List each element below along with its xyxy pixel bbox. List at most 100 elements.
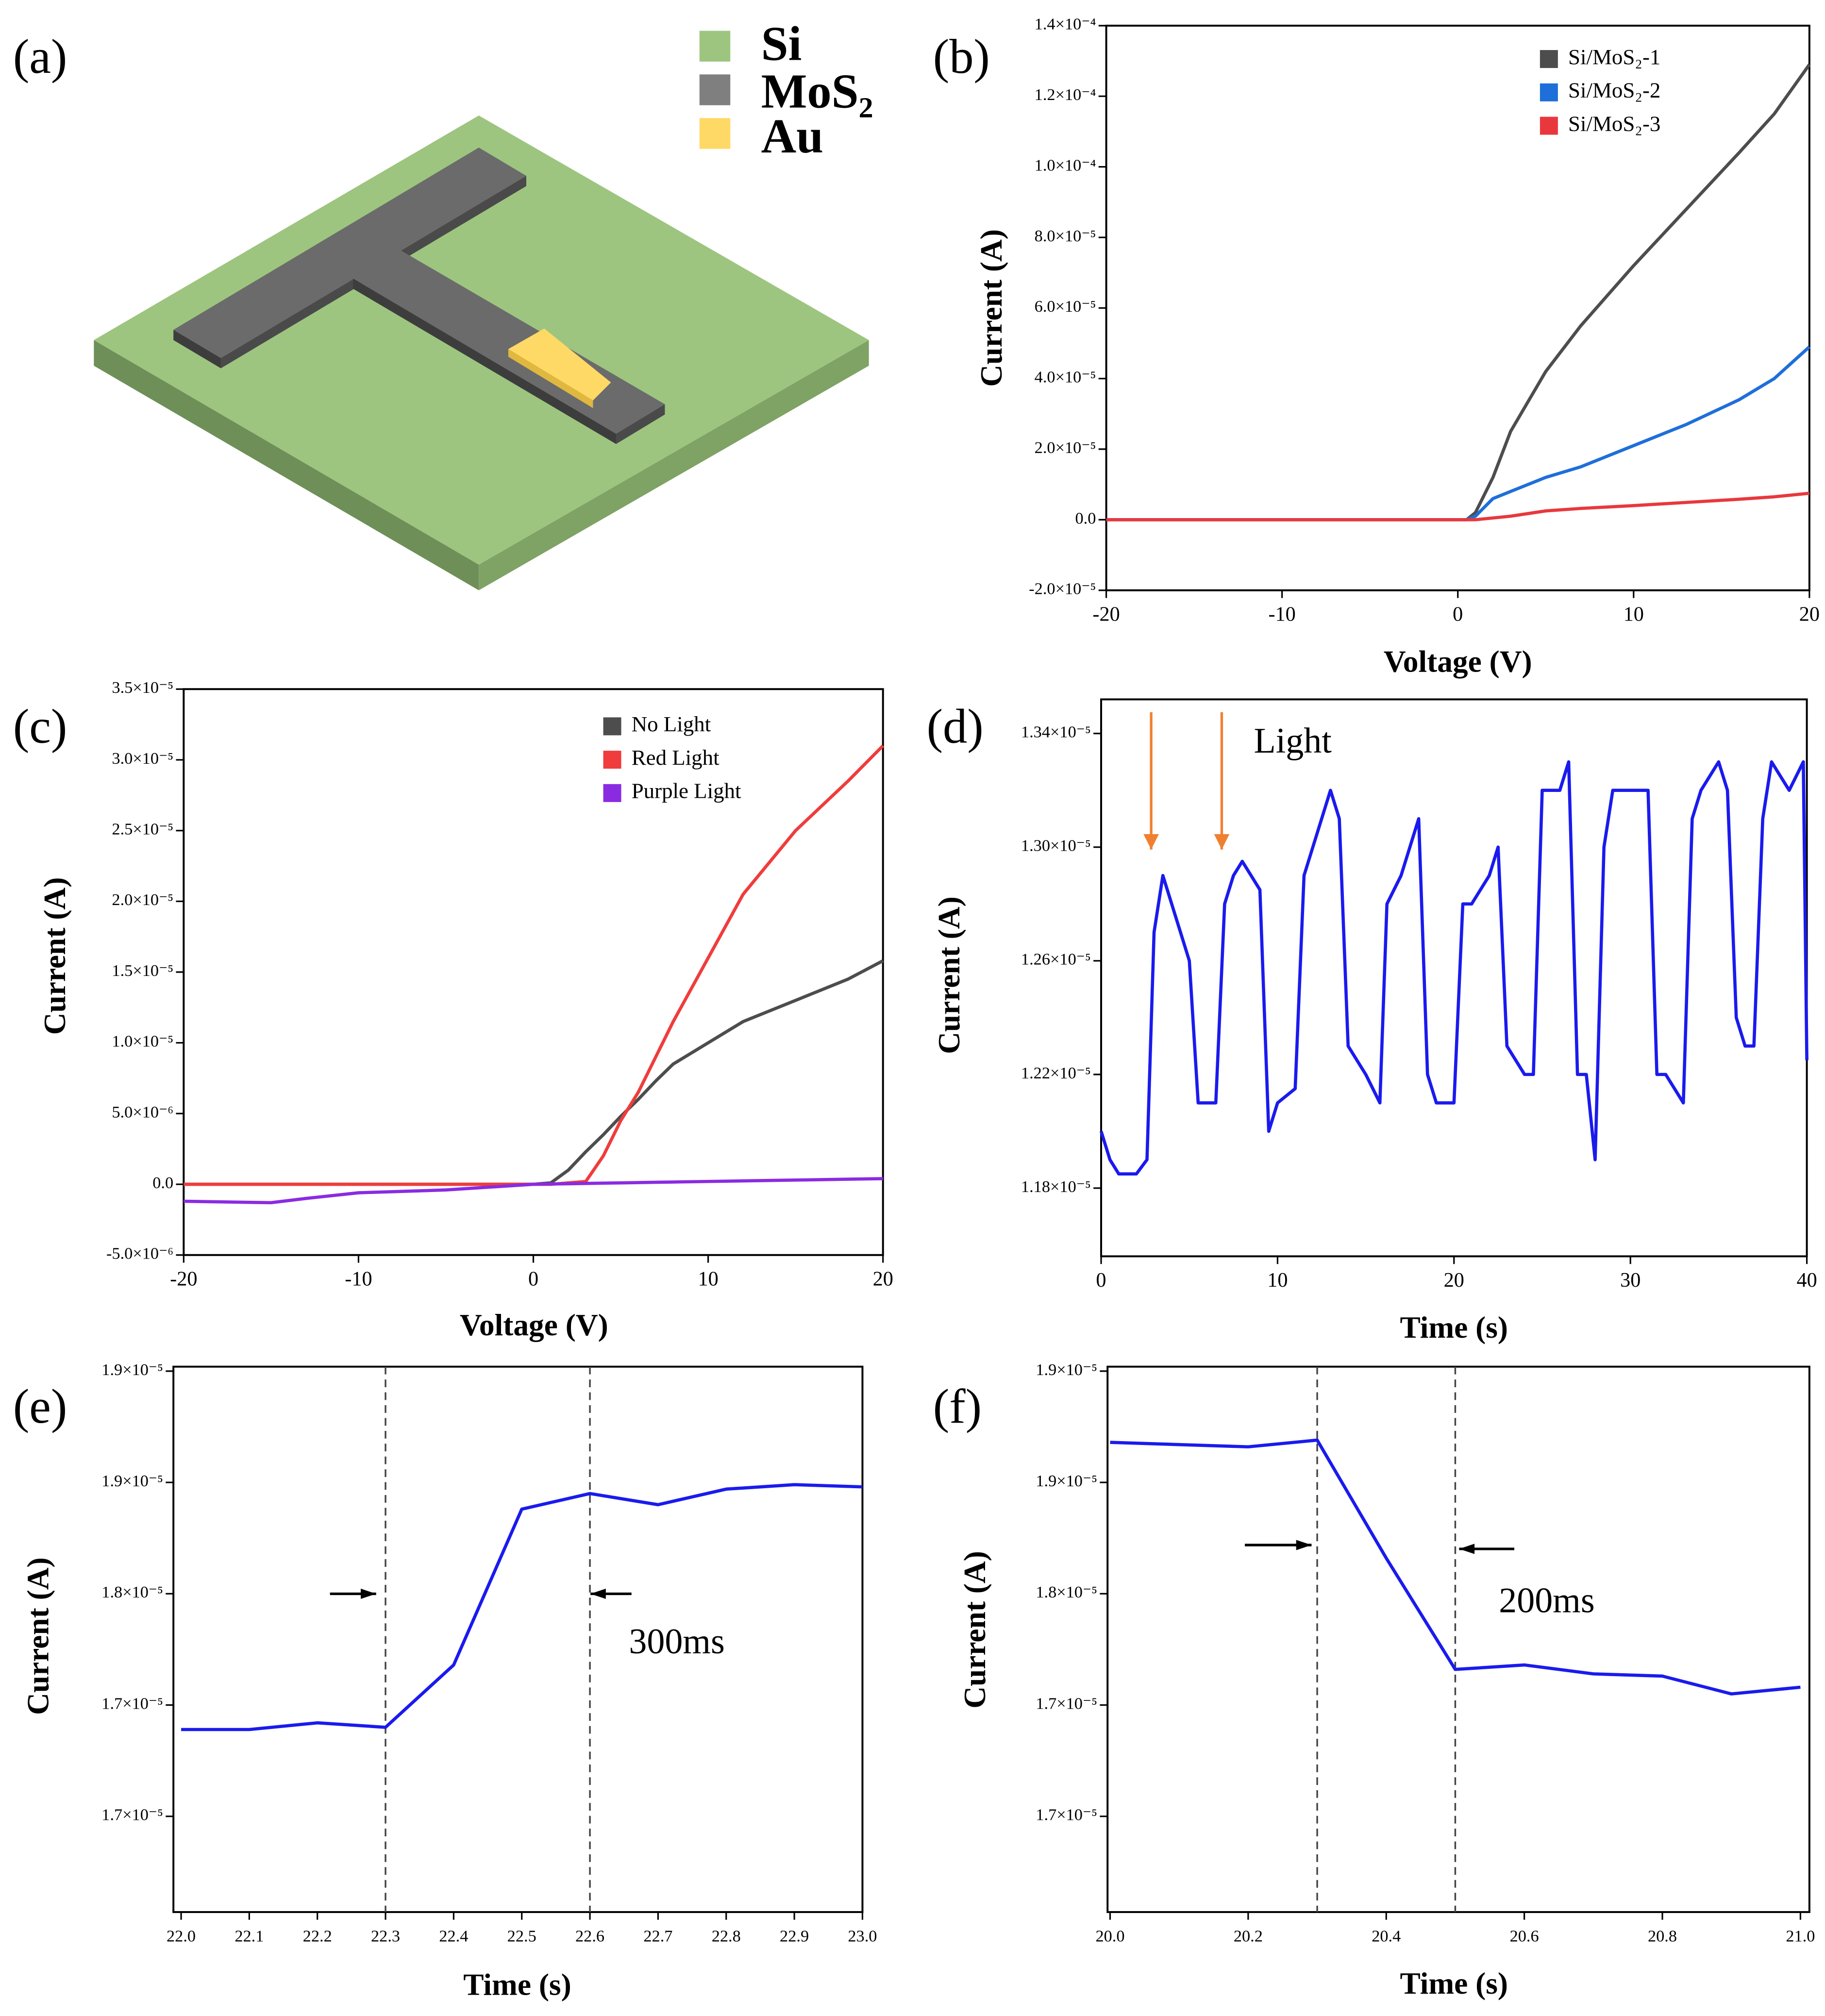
au-side <box>508 349 593 408</box>
y-tick-label: 1.9×10⁻⁵ <box>1036 1361 1097 1379</box>
y-tick-label: 1.34×10⁻⁵ <box>1021 722 1091 741</box>
legend-swatch <box>699 31 731 62</box>
plot-frame <box>183 688 884 1256</box>
annotation: Light <box>1254 721 1332 761</box>
legend-swatch <box>1540 83 1558 101</box>
y-tick-label: 1.9×10⁻⁵ <box>101 1472 163 1490</box>
legend-label: Si/MoS₂-3 <box>1568 111 1660 135</box>
y-tick-label: 1.0×10⁻⁵ <box>112 1032 173 1051</box>
x-tick-label: 20 <box>1799 603 1820 625</box>
plot-frame <box>1106 1365 1810 1913</box>
legend-swatch <box>603 717 621 736</box>
annotation: 200ms <box>1499 1581 1594 1621</box>
legend-swatch <box>1540 117 1558 135</box>
x-tick-label: 22.4 <box>439 1927 468 1946</box>
x-tick-label: -20 <box>170 1267 197 1290</box>
y-tick-label: 1.26×10⁻⁵ <box>1021 950 1091 969</box>
y-tick-label: 2.0×10⁻⁵ <box>112 890 173 909</box>
mos2-bar <box>173 147 526 358</box>
y-tick-label: 0.0 <box>1075 509 1096 527</box>
annotation: 300ms <box>629 1622 724 1662</box>
plot-frame <box>172 1365 864 1913</box>
data-line <box>184 1177 883 1205</box>
x-tick-label: 23.0 <box>848 1927 877 1946</box>
legend-label: No Light <box>632 712 711 736</box>
y-tick-label: 3.0×10⁻⁵ <box>112 749 173 768</box>
legend-swatch <box>603 751 621 769</box>
x-tick-label: 21.0 <box>1786 1927 1815 1946</box>
data-line <box>181 1483 863 1731</box>
x-axis-label: Voltage (V) <box>1384 644 1532 679</box>
x-tick-label: 10 <box>1624 603 1644 625</box>
x-tick-label: 22.1 <box>234 1927 264 1946</box>
data-line <box>184 959 884 1186</box>
au-pad <box>508 328 611 401</box>
y-tick-label: 1.30×10⁻⁵ <box>1021 837 1091 855</box>
y-tick-label: 2.0×10⁻⁵ <box>1035 438 1096 457</box>
x-tick-label: -10 <box>1268 603 1295 625</box>
arrow-head <box>1459 1544 1475 1554</box>
x-tick-label: 0 <box>528 1267 538 1290</box>
arrow-head <box>1296 1540 1312 1550</box>
x-tick-label: 20.8 <box>1648 1927 1677 1946</box>
y-tick-label: 3.5×10⁻⁵ <box>112 678 173 697</box>
y-tick-label: 4.0×10⁻⁵ <box>1035 368 1096 386</box>
x-tick-label: 20.4 <box>1372 1927 1401 1946</box>
x-tick-label: 22.5 <box>507 1927 536 1946</box>
data-line <box>184 744 885 1186</box>
x-tick-label: 20.2 <box>1234 1927 1263 1946</box>
y-tick-label: 1.4×10⁻⁴ <box>1035 15 1096 34</box>
legend-swatch <box>699 74 731 105</box>
data-line <box>1099 760 1808 1176</box>
y-tick-label: 1.22×10⁻⁵ <box>1021 1064 1091 1082</box>
panel-label: (f) <box>933 1379 982 1433</box>
y-tick-label: -5.0×10⁻⁶ <box>106 1244 173 1263</box>
arrow-head <box>1214 834 1230 850</box>
data-line <box>1106 345 1811 521</box>
y-axis-label: Current (A) <box>932 896 966 1054</box>
legend-label: Au <box>761 109 823 163</box>
legend-label: Red Light <box>632 745 720 770</box>
x-axis-label: Voltage (V) <box>460 1308 608 1342</box>
y-tick-label: 1.7×10⁻⁵ <box>1036 1694 1097 1713</box>
arrow-head <box>361 1588 376 1599</box>
data-line <box>1106 491 1810 521</box>
plot-frame <box>1105 24 1810 591</box>
y-tick-label: 0.0 <box>152 1174 173 1192</box>
panel-label: (e) <box>13 1379 67 1433</box>
x-tick-label: 0 <box>1453 603 1463 625</box>
x-tick-label: 0 <box>1096 1269 1106 1292</box>
y-tick-label: 1.7×10⁻⁵ <box>101 1694 163 1713</box>
device-diagram: Si MoS₂ Au (a) <box>13 17 873 590</box>
legend-swatch <box>699 118 731 149</box>
mos2-side <box>173 330 221 369</box>
x-tick-label: 10 <box>698 1267 718 1290</box>
legend-label: Purple Light <box>632 779 741 803</box>
legend-swatch <box>603 784 621 802</box>
x-tick-label: 30 <box>1620 1269 1641 1292</box>
x-tick-label: 22.3 <box>371 1927 400 1946</box>
legend-label: Si <box>761 17 802 70</box>
y-tick-label: 1.7×10⁻⁵ <box>101 1806 163 1824</box>
arrow-head <box>1143 834 1159 850</box>
y-axis-label: Current (A) <box>957 1551 992 1709</box>
arrow-head <box>590 1588 606 1599</box>
data-line <box>1110 1438 1801 1696</box>
mos2-side <box>616 404 665 444</box>
y-tick-label: 1.2×10⁻⁴ <box>1035 85 1096 104</box>
mos2-side <box>353 278 616 444</box>
x-tick-label: 22.0 <box>167 1927 196 1946</box>
substrate-side <box>94 340 479 590</box>
y-axis-label: Current (A) <box>37 877 72 1035</box>
x-tick-label: 22.8 <box>712 1927 741 1946</box>
x-tick-label: -20 <box>1092 603 1120 625</box>
y-axis-label: Current (A) <box>974 229 1008 387</box>
x-tick-label: 20.6 <box>1510 1927 1539 1946</box>
panel-label: (d) <box>927 700 984 754</box>
x-tick-label: 22.6 <box>575 1927 604 1946</box>
y-tick-label: 1.5×10⁻⁵ <box>112 961 173 980</box>
x-tick-label: 22.9 <box>780 1927 809 1946</box>
x-tick-label: 20 <box>873 1267 893 1290</box>
x-tick-label: 22.2 <box>303 1927 332 1946</box>
